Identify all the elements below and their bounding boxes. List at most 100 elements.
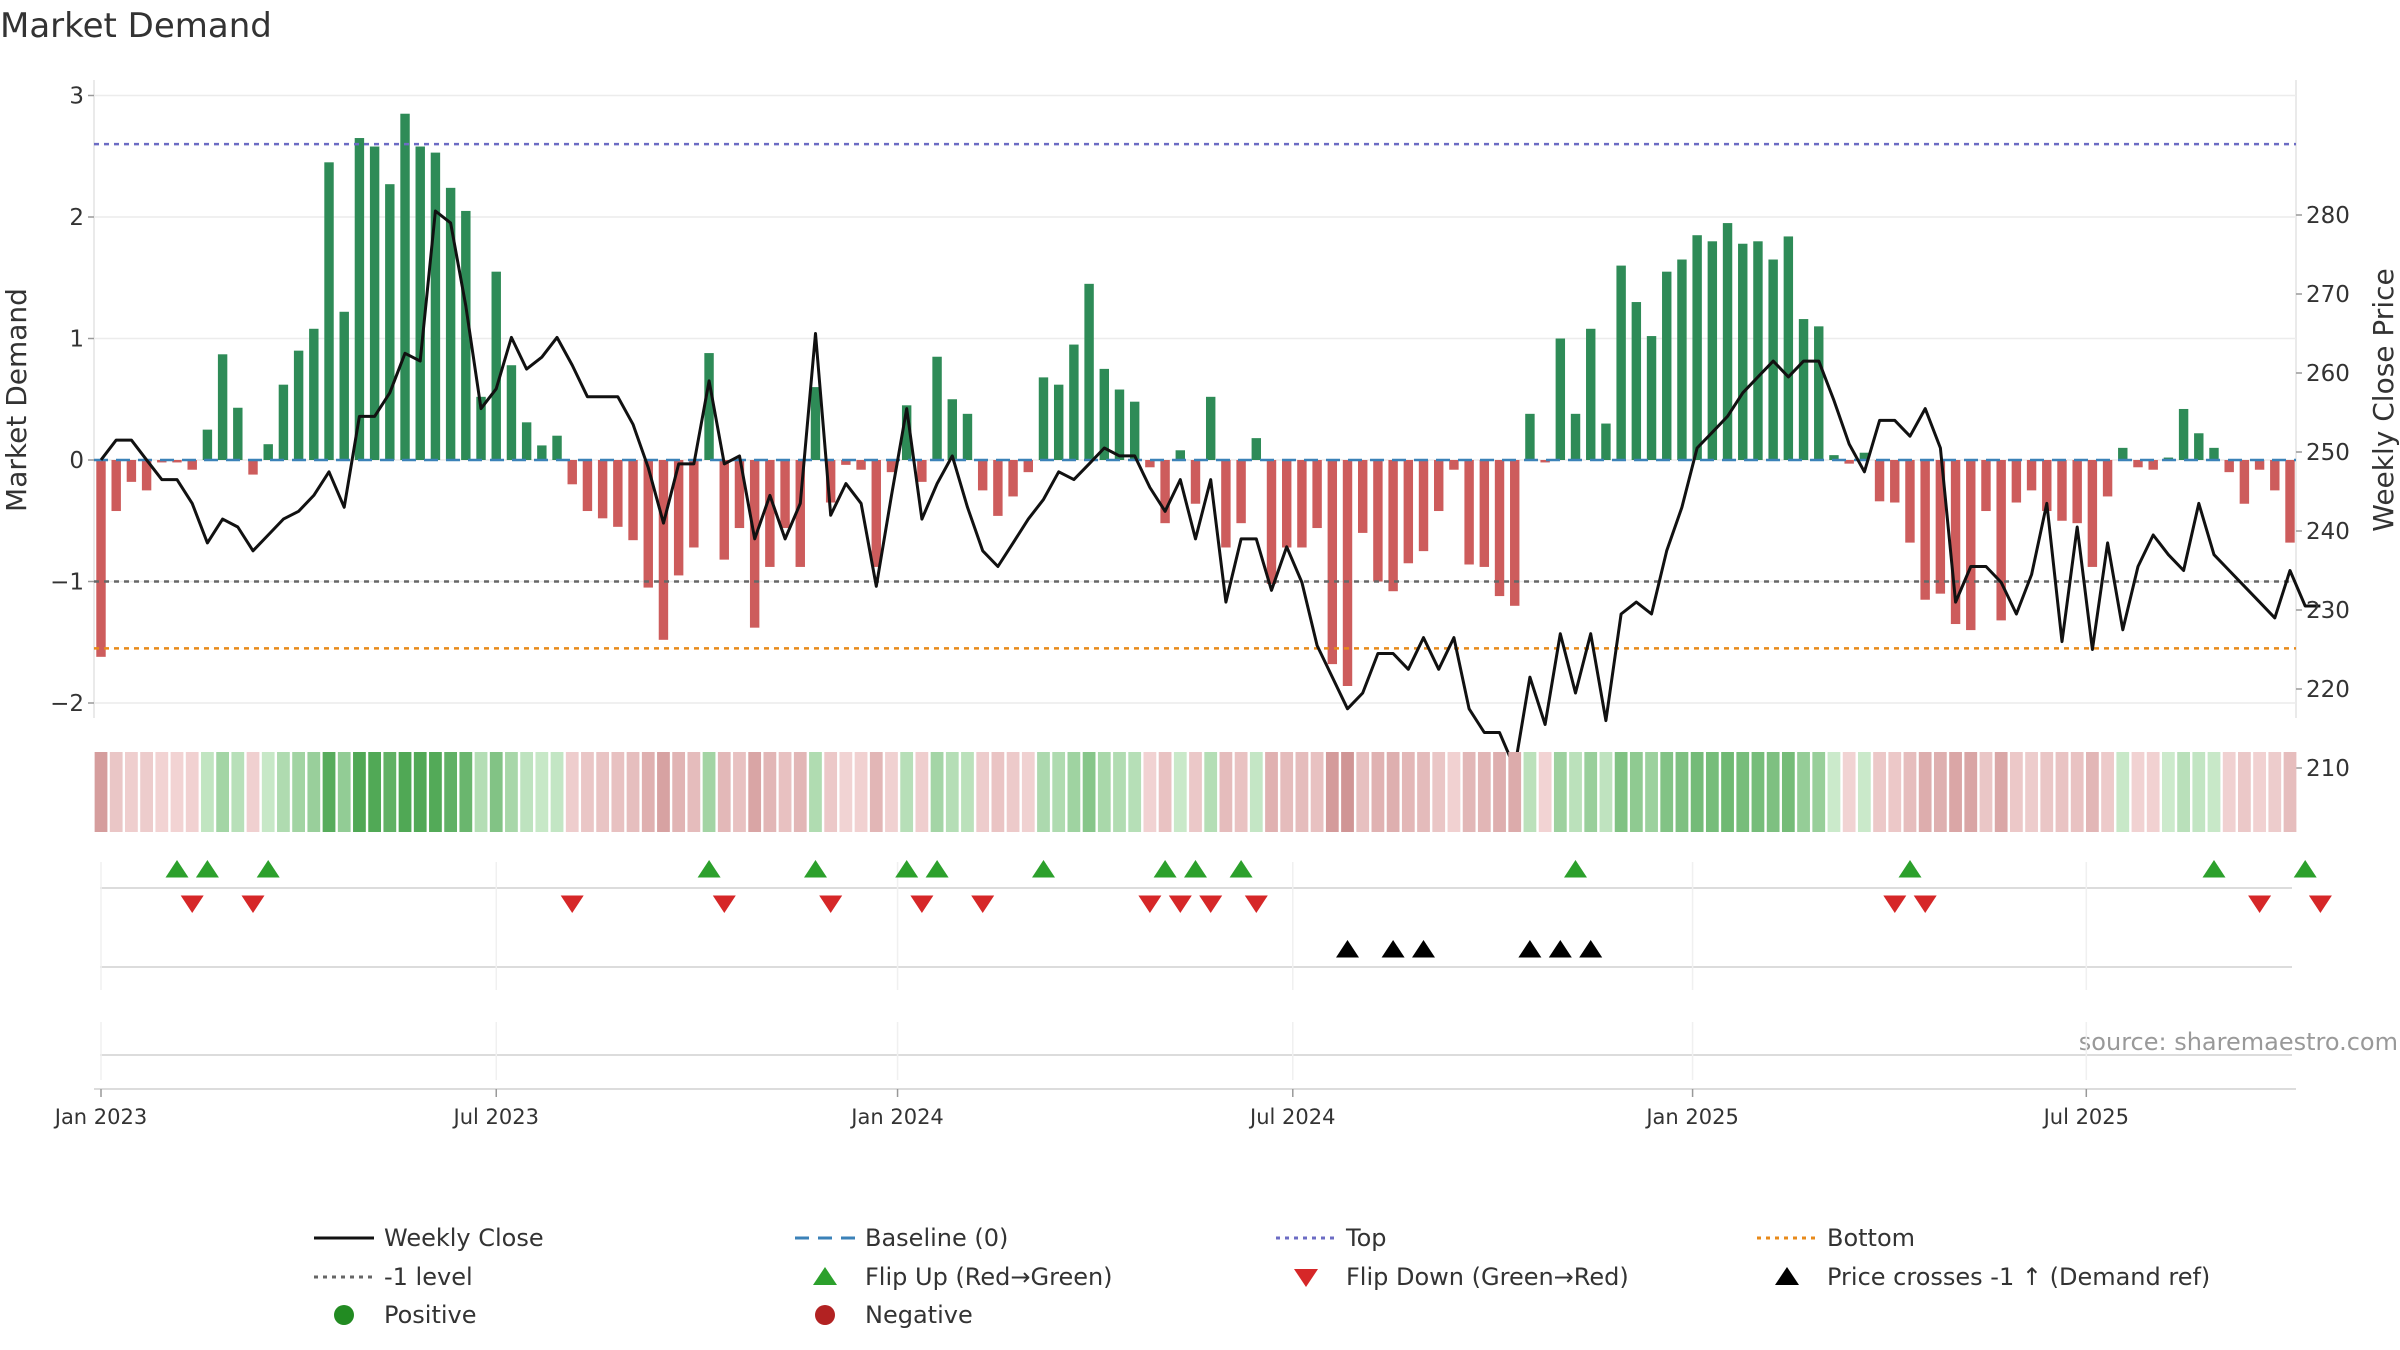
heat-cell-positive — [2207, 752, 2221, 832]
x-tick-label: Jul 2023 — [452, 1105, 539, 1129]
legend-label: Top — [1345, 1224, 1387, 1252]
heat-cell-positive — [2116, 752, 2130, 832]
negative-demand-bar — [248, 460, 258, 475]
negative-demand-bar — [749, 460, 760, 628]
positive-demand-bar — [1677, 259, 1687, 460]
heat-cell-positive — [474, 752, 488, 832]
heat-cell-positive — [1736, 752, 1750, 832]
positive-demand-bar — [263, 444, 273, 460]
positive-demand-bar — [1205, 396, 1216, 460]
positive-demand-bar — [233, 407, 243, 460]
negative-demand-bar — [2072, 460, 2082, 524]
y2-tick-label: 260 — [2306, 361, 2350, 387]
positive-demand-bar — [1084, 283, 1094, 460]
heat-cell-negative — [1021, 752, 1035, 832]
positive-demand-bar — [430, 152, 441, 461]
heat-cell-negative — [1842, 752, 1856, 832]
weekly-close-line — [99, 209, 2321, 770]
heat-cell-positive — [1249, 752, 1263, 832]
legend-label: -1 level — [384, 1263, 473, 1291]
heat-cell-negative — [1265, 752, 1278, 832]
negative-demand-bar — [1950, 460, 1961, 625]
y2-tick-label: 240 — [2306, 519, 2350, 545]
negative-demand-bar — [643, 460, 653, 588]
heat-cell-negative — [581, 752, 594, 832]
negative-demand-bar — [871, 460, 881, 567]
positive-demand-bar — [278, 384, 289, 460]
negative-demand-bar — [1221, 460, 1231, 548]
heat-cell-negative — [763, 752, 777, 832]
negative-demand-bar — [2239, 460, 2250, 504]
heat-cell-positive — [702, 752, 716, 832]
flip-down-marker — [241, 895, 265, 913]
heat-cell-negative — [185, 752, 199, 832]
negative-demand-bar — [2133, 460, 2143, 468]
heat-cell-negative — [1873, 752, 1886, 832]
negative-demand-bar — [1403, 460, 1414, 564]
flip-down-marker — [1168, 895, 1192, 913]
positive-demand-bar — [1053, 384, 1064, 460]
positive-demand-bar — [2118, 447, 2128, 460]
heat-cell-negative — [1143, 752, 1157, 832]
positive-demand-bar — [1570, 413, 1581, 460]
x-tick-label: Jul 2024 — [1248, 1105, 1335, 1129]
heat-cell-negative — [869, 752, 883, 832]
positive-demand-bar — [202, 429, 213, 461]
y2-tick-label: 280 — [2306, 203, 2350, 229]
heat-cell-negative — [1477, 752, 1491, 832]
heat-cell-negative — [778, 752, 792, 832]
negative-demand-bar — [1494, 460, 1505, 597]
heat-cell-negative — [1493, 752, 1506, 832]
legend-swatch-triangle-up — [1775, 1267, 1799, 1285]
negative-demand-bar — [1358, 460, 1368, 533]
positive-demand-bar — [932, 356, 942, 460]
positive-demand-bar — [2178, 408, 2189, 460]
heat-cell-positive — [2162, 752, 2175, 832]
positive-demand-bar — [400, 113, 410, 460]
heat-cell-positive — [1128, 752, 1142, 832]
heat-cell-positive — [1082, 752, 1096, 832]
positive-demand-bar — [324, 162, 334, 460]
heat-cell-positive — [809, 752, 822, 832]
heat-cell-negative — [1341, 752, 1354, 832]
flip-down-marker — [1138, 895, 1162, 913]
flip-down-marker — [971, 895, 995, 913]
flip-up-marker — [1184, 860, 1207, 878]
negative-demand-bar — [2087, 460, 2098, 567]
heat-cell-negative — [2086, 752, 2099, 832]
negative-demand-bar — [719, 460, 729, 560]
negative-demand-bar — [1236, 460, 1246, 524]
price-cross-marker — [1548, 940, 1572, 958]
heat-cell-positive — [459, 752, 473, 832]
heat-cell-negative — [2055, 752, 2069, 832]
heat-cell-positive — [1614, 752, 1628, 832]
heat-cell-negative — [1219, 752, 1233, 832]
heat-cell-positive — [444, 752, 458, 832]
positive-demand-bar — [1069, 344, 1079, 460]
heat-cell-negative — [140, 752, 153, 832]
heat-cell-negative — [1401, 752, 1415, 832]
negative-demand-bar — [187, 460, 197, 470]
heat-cell-positive — [201, 752, 214, 832]
negative-demand-bar — [141, 460, 152, 491]
heat-cell-negative — [672, 752, 686, 832]
y-tick-label: 2 — [69, 205, 84, 231]
positive-demand-bar — [1753, 241, 1763, 460]
heat-cell-negative — [1979, 752, 1993, 832]
price-cross-marker — [1412, 940, 1435, 958]
heat-cell-negative — [2131, 752, 2145, 832]
legend-label: Bottom — [1827, 1224, 1915, 1252]
negative-demand-bar — [1920, 460, 1930, 600]
legend-label: Baseline (0) — [865, 1224, 1008, 1252]
heat-cell-negative — [626, 752, 640, 832]
flip-up-marker — [925, 860, 949, 878]
negative-demand-bar — [1449, 460, 1459, 470]
y2-axis-label: Weekly Close Price — [2367, 268, 2400, 531]
negative-demand-bar — [841, 460, 851, 465]
negative-demand-bar — [1008, 460, 1018, 497]
heat-cell-positive — [383, 752, 397, 832]
heat-cell-positive — [292, 752, 305, 832]
heat-cell-positive — [1037, 752, 1050, 832]
negative-demand-bar — [993, 460, 1003, 516]
heat-cell-positive — [307, 752, 321, 832]
